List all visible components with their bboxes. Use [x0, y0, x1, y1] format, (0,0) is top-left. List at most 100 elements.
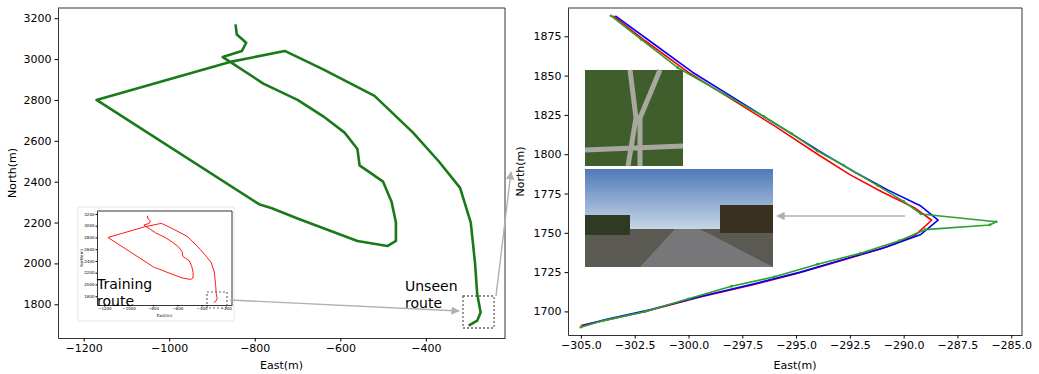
x-tick-label: −295.0	[776, 339, 817, 352]
y-tick: 1875	[534, 30, 569, 43]
trajectory-point	[902, 200, 905, 203]
x-axis-title: East(m)	[773, 359, 816, 372]
trajectory-point	[730, 285, 733, 288]
x-tick: −292.5	[830, 335, 871, 352]
y-tick: 2600	[84, 247, 97, 252]
y-tick: 2000	[84, 282, 97, 287]
x-tick-mark	[796, 335, 797, 339]
y-tick-mark	[565, 233, 569, 234]
zoom-box	[463, 296, 494, 328]
y-tick-mark	[96, 214, 98, 215]
aerial-road	[585, 70, 683, 166]
y-tick: 3000	[24, 53, 59, 66]
y-tick-label: 1775	[534, 188, 562, 201]
x-tick: −300.0	[669, 335, 710, 352]
x-tick-label: −800	[240, 342, 270, 355]
trajectory-point	[859, 252, 862, 255]
x-tick-label: −800	[148, 306, 159, 311]
y-tick-label: 2200	[84, 270, 95, 275]
y-tick-label: 2600	[24, 135, 52, 148]
y-tick-label: 2400	[84, 259, 95, 264]
x-tick-label: −600	[326, 342, 356, 355]
y-tick-mark	[55, 263, 59, 264]
y-tick: 1775	[534, 188, 569, 201]
x-tick: −285.0	[991, 335, 1032, 352]
y-tick: 3200	[24, 12, 59, 25]
y-tick: 1800	[534, 148, 569, 161]
x-tick-label: −292.5	[830, 339, 871, 352]
y-tick-mark	[565, 36, 569, 37]
trajectory-point	[876, 184, 879, 187]
y-tick-mark	[565, 76, 569, 77]
y-tick: 1725	[534, 266, 569, 279]
connector-arrow	[230, 300, 459, 311]
annotation: Trainingroute	[96, 276, 152, 309]
x-tick-label: −297.5	[722, 339, 763, 352]
y-tick: 2800	[24, 94, 59, 107]
y-tick: 1800	[24, 298, 59, 311]
trajectory-point	[924, 228, 927, 231]
frame-right	[505, 8, 506, 338]
x-tick-mark	[169, 338, 170, 342]
trajectory-point	[988, 224, 991, 227]
trajectory-point	[919, 213, 922, 216]
x-tick-mark	[1011, 335, 1012, 339]
x-tick-mark	[84, 338, 85, 342]
y-axis: 18002000220024002600280030003200	[84, 212, 97, 306]
y-tick-label: 1825	[534, 109, 562, 122]
x-tick-mark	[581, 335, 582, 339]
trajectory-point	[644, 310, 647, 313]
trajectory-point	[640, 38, 643, 41]
y-tick-mark	[55, 141, 59, 142]
y-tick-mark	[565, 311, 569, 312]
y-tick-mark	[565, 154, 569, 155]
y-tick-label: 1875	[534, 30, 562, 43]
x-tick-mark	[635, 335, 636, 339]
y-tick-label: 2000	[24, 257, 52, 270]
y-tick: 2400	[84, 259, 97, 264]
y-axis-title: North(m)	[79, 248, 84, 267]
y-tick-mark	[96, 261, 98, 262]
aerial-photo	[585, 70, 683, 166]
x-tick-label: −285.0	[991, 339, 1032, 352]
y-tick-mark	[96, 249, 98, 250]
trajectory-point	[724, 93, 727, 96]
y-tick-mark	[565, 194, 569, 195]
frame-right	[1022, 8, 1023, 335]
photo-arrow	[777, 215, 905, 216]
x-tick-mark	[426, 338, 427, 342]
x-tick-mark	[850, 335, 851, 339]
chart-0: −1200 −1000 −800 −600 −400 1800 2000 2200 2400 26…	[6, 8, 506, 372]
chart-1: −1200−1000−800−600−400−20018002000220024…	[78, 207, 234, 321]
x-tick-label: −302.5	[615, 339, 656, 352]
trajectory-point	[790, 132, 793, 135]
y-tick: 2200	[24, 217, 59, 230]
y-tick: 1825	[534, 109, 569, 122]
x-tick: −295.0	[776, 335, 817, 352]
y-tick-mark	[565, 115, 569, 116]
y-tick: 2000	[24, 257, 59, 270]
y-tick-label: 2400	[24, 176, 52, 189]
frame-right	[232, 211, 233, 305]
plot-marks	[580, 14, 998, 328]
chart-2: −305.0−302.5−300.0−297.5−295.0−292.5−290…	[514, 8, 1032, 372]
y-tick-mark	[55, 100, 59, 101]
y-tick-label: 3000	[84, 223, 95, 228]
axis-line	[568, 9, 569, 336]
x-tick-label: −200	[221, 306, 232, 311]
axis-line	[569, 335, 1023, 336]
trajectory-point	[898, 239, 901, 242]
x-tick-label: −1000	[151, 342, 188, 355]
x-axis: −305.0−302.5−300.0−297.5−295.0−292.5−290…	[561, 335, 1032, 352]
y-tick-label: 2200	[24, 217, 52, 230]
y-axis-title: North(m)	[514, 146, 527, 196]
y-tick-mark	[55, 18, 59, 19]
x-tick-mark	[340, 338, 341, 342]
x-tick: −1200	[66, 338, 103, 355]
y-tick-mark	[55, 304, 59, 305]
trajectory-point	[773, 275, 776, 278]
y-axis: 17001725175017751800182518501875	[534, 9, 569, 336]
x-tick-label: −400	[411, 342, 441, 355]
trajectory-point	[762, 115, 765, 118]
figure: −1200 −1000 −800 −600 −400 1800 2000 2200 2400 26…	[0, 0, 1039, 374]
